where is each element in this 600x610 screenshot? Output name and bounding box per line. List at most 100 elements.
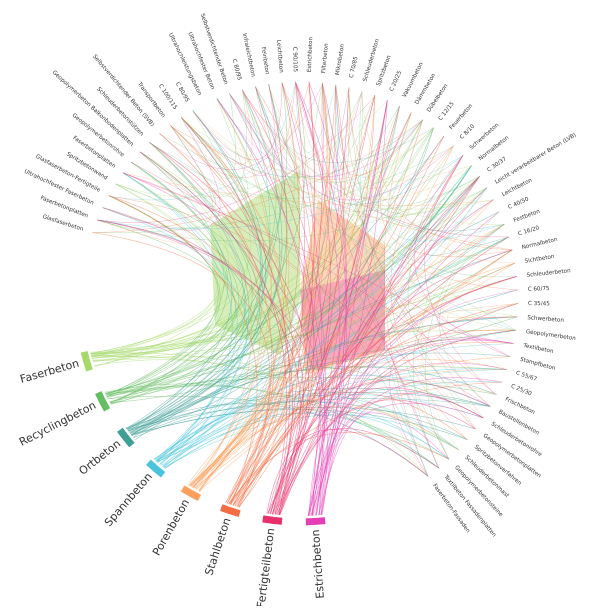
edge xyxy=(92,146,453,234)
edge xyxy=(149,129,433,199)
edge xyxy=(439,223,505,406)
edge xyxy=(278,329,516,516)
edge xyxy=(129,403,429,477)
group-label: Ortbeton xyxy=(76,437,123,478)
edge xyxy=(347,87,486,215)
leaf-label: Schleuderbeton xyxy=(362,38,380,82)
edge xyxy=(106,151,228,398)
edge xyxy=(255,86,453,201)
edge xyxy=(94,176,480,366)
edge xyxy=(190,105,400,487)
edge xyxy=(414,155,509,357)
edge xyxy=(102,207,301,515)
leaf-label: Textilbeton xyxy=(522,343,555,355)
edge xyxy=(228,249,513,505)
edge xyxy=(149,142,252,489)
edge xyxy=(278,379,491,515)
edge xyxy=(392,381,497,475)
edge xyxy=(380,112,511,257)
edge xyxy=(149,142,287,515)
edge xyxy=(425,212,498,460)
leaf-label: C 16/20 xyxy=(518,225,541,237)
leaf-label: Schwerbeton xyxy=(527,315,564,324)
edge xyxy=(139,126,216,208)
group-arc xyxy=(117,427,135,448)
group-label: Faserbeton xyxy=(18,357,80,386)
edge xyxy=(348,89,450,460)
center-shape xyxy=(300,270,385,370)
group-label: Spannbeton xyxy=(102,470,155,529)
edge xyxy=(271,82,316,515)
edge xyxy=(216,98,326,516)
edge xyxy=(149,142,309,515)
edge xyxy=(133,401,468,440)
edge xyxy=(314,187,488,516)
edge xyxy=(91,127,434,357)
labels: Faserbeton RecyclingbetonOrtbetonSpannbet… xyxy=(17,13,577,609)
edge xyxy=(233,84,337,506)
edge xyxy=(182,118,472,184)
edge xyxy=(97,196,190,245)
edge xyxy=(348,89,513,251)
leaf-label: C 80/95 xyxy=(231,58,243,81)
edge xyxy=(105,172,239,395)
leaf-label: C 25/30 xyxy=(510,384,533,398)
edge xyxy=(321,393,484,515)
edge xyxy=(194,199,494,489)
edge xyxy=(225,136,445,503)
edge xyxy=(272,176,480,515)
leaf-label: Sichtbeton xyxy=(524,254,555,265)
edge xyxy=(230,381,502,505)
edge xyxy=(131,249,513,436)
edge xyxy=(235,176,480,507)
edge xyxy=(229,329,516,505)
edge xyxy=(92,90,363,361)
edge xyxy=(389,336,512,477)
edge xyxy=(109,81,306,403)
edge xyxy=(157,187,488,463)
group-label: Recyclingbeton xyxy=(17,399,98,449)
edge xyxy=(242,91,484,419)
edge xyxy=(408,166,516,331)
edge xyxy=(267,81,331,514)
edge xyxy=(102,207,248,462)
edge xyxy=(180,117,272,486)
edge xyxy=(217,100,423,178)
edge xyxy=(107,395,450,460)
edge xyxy=(229,93,514,331)
edge xyxy=(192,95,376,488)
edge xyxy=(159,133,273,508)
group-arc xyxy=(146,459,166,478)
leaf-label: Filterbeton xyxy=(321,43,330,74)
group-arc xyxy=(262,515,283,525)
edge xyxy=(163,414,459,468)
edge xyxy=(236,303,519,507)
leaf-label: C 70/85 xyxy=(349,56,360,79)
leaf-label: Glasfaserbeton xyxy=(42,214,85,233)
edge xyxy=(335,86,491,407)
edge xyxy=(97,96,375,223)
leaf-label: C 35/45 xyxy=(528,301,550,307)
edge xyxy=(242,91,488,218)
group-label: Estrichbeton xyxy=(309,529,327,599)
edge xyxy=(110,82,296,201)
edge xyxy=(316,340,514,516)
edge xyxy=(149,126,217,202)
edge xyxy=(126,398,491,430)
leaf-label: Leichtbeton xyxy=(501,177,533,198)
edge xyxy=(322,100,388,515)
edge xyxy=(92,232,271,506)
edge xyxy=(195,223,505,490)
edge xyxy=(310,100,388,516)
edge xyxy=(97,219,247,431)
edge xyxy=(115,101,387,198)
edge xyxy=(155,400,450,461)
edge xyxy=(320,403,484,515)
group-arc xyxy=(80,350,93,372)
leaf-label: Schleuderbetonrohre xyxy=(490,421,543,458)
edge xyxy=(237,84,337,507)
leaf-label: C 12/15 xyxy=(438,101,456,122)
leaf-label: C 90/105 xyxy=(291,47,298,73)
edge xyxy=(242,91,509,238)
